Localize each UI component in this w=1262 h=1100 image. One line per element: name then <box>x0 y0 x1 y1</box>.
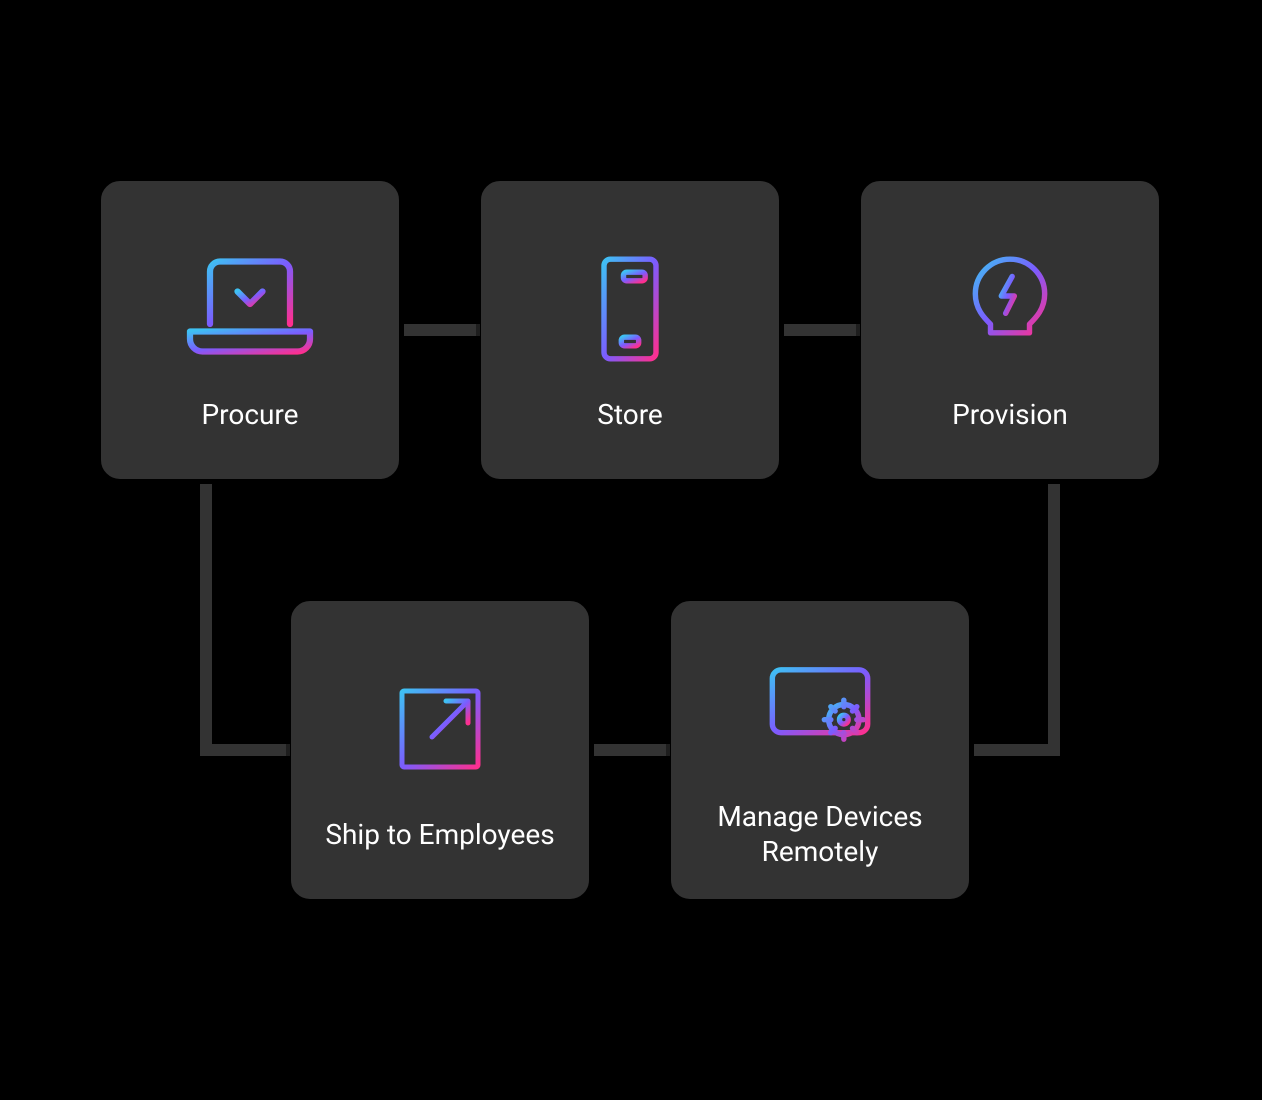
monitor-gear-icon <box>740 631 900 791</box>
node-store: Store <box>480 180 780 480</box>
node-label: Provision <box>952 397 1068 432</box>
connector-procure-ship <box>200 480 212 750</box>
laptop-download-icon <box>170 229 330 389</box>
connector-provision-manage <box>970 744 1060 756</box>
connector-ship-manage <box>590 744 670 756</box>
connector-provision-manage <box>1048 480 1060 756</box>
box-arrow-out-icon <box>360 649 520 809</box>
node-label: Procure <box>201 397 298 432</box>
connector-store-provision <box>780 324 860 336</box>
node-provision: Provision <box>860 180 1160 480</box>
node-manage: Manage Devices Remotely <box>670 600 970 900</box>
node-ship: Ship to Employees <box>290 600 590 900</box>
flow-diagram: Procure Store Provision Ship to Employee… <box>0 0 1262 1100</box>
connector-procure-ship <box>200 744 290 756</box>
node-label: Manage Devices Remotely <box>691 799 949 869</box>
node-label: Store <box>597 397 663 432</box>
node-procure: Procure <box>100 180 400 480</box>
server-tower-icon <box>550 229 710 389</box>
connector-procure-store <box>400 324 480 336</box>
lightbulb-bolt-icon <box>930 229 1090 389</box>
node-label: Ship to Employees <box>325 817 554 852</box>
